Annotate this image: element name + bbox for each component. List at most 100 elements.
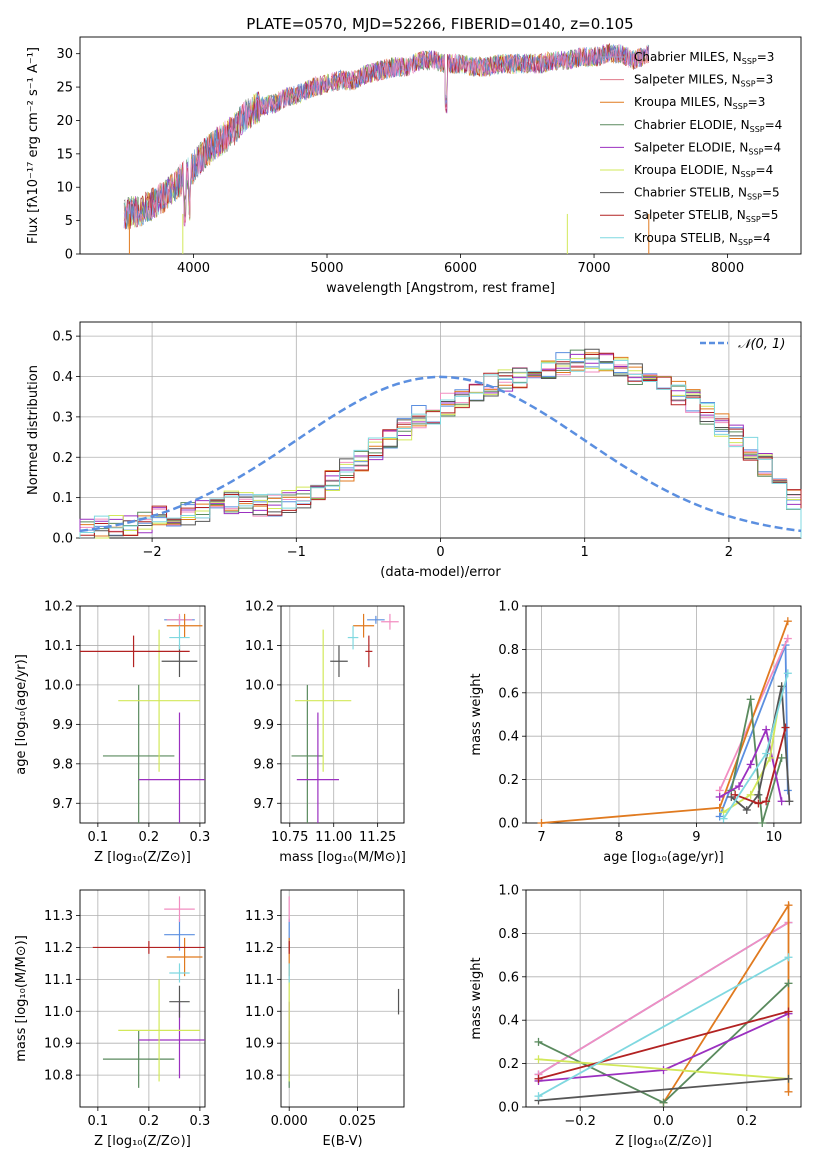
y-tick-label: 0.3	[52, 410, 73, 425]
figure-title: PLATE=0570, MJD=52266, FIBERID=0140, z=0…	[246, 15, 633, 33]
legend-subscript: SSP	[748, 147, 763, 156]
x-tick-label: 8	[615, 830, 623, 845]
y-tick-label: 9.8	[52, 757, 73, 772]
x-axis-label: (data-model)/error	[380, 565, 501, 580]
y-tick-label: 20	[56, 114, 73, 129]
x-axis-label: age [log₁₀(age/yr)]	[603, 850, 724, 865]
x-tick-label: 0.000	[271, 1114, 308, 1129]
x-tick-label: 11.00	[315, 830, 352, 845]
y-tick-label: 1.0	[498, 600, 519, 615]
weight-line	[730, 699, 783, 824]
y-tick-label: 0.5	[52, 330, 73, 345]
y-tick-label: 0.2	[498, 773, 519, 788]
x-tick-label: 11.25	[359, 830, 396, 845]
legend-entry: Salpeter MILES, NSSP=3	[634, 73, 773, 89]
y-tick-label: 0.0	[498, 1101, 519, 1116]
y-tick-label: 0.1	[52, 491, 73, 506]
y-tick-label: 9.9	[253, 718, 274, 733]
legend-tail: =3	[748, 95, 766, 109]
axes-frame	[79, 889, 206, 1108]
y-tick-label: 5	[65, 214, 73, 229]
legend-entry: Salpeter STELIB, NSSP=5	[634, 208, 778, 224]
y-tick-label: 11.1	[245, 973, 274, 988]
spectrum-line	[123, 43, 650, 228]
x-tick-label: 2	[725, 545, 733, 560]
legend-tail: =3	[757, 50, 775, 64]
age-vs-mass-chart: 10.75 11.00 11.25 9.7 9.8 9.9 10.0 10.1 10.2 mass…	[245, 600, 406, 866]
weight-line	[538, 956, 789, 1097]
legend-tail: =5	[762, 186, 780, 200]
x-axis-label: mass [log₁₀(M/M⊙)]	[279, 850, 406, 865]
y-tick-label: 0.0	[52, 532, 73, 547]
x-tick-label: 9	[692, 830, 700, 845]
x-tick-label: 7	[537, 830, 545, 845]
x-tick-label: 7000	[577, 261, 610, 276]
x-tick-label: 0.2	[736, 1114, 757, 1129]
x-tick-label: 0.3	[190, 830, 211, 845]
x-tick-label: 0.3	[190, 1114, 211, 1129]
weight-line	[538, 1058, 789, 1080]
legend-entry: Kroupa STELIB, NSSP=4	[634, 231, 771, 247]
legend-entry: Kroupa ELODIE, NSSP=4	[634, 163, 773, 179]
x-axis-label: E(B-V)	[322, 1134, 362, 1149]
y-tick-label: 9.9	[52, 718, 73, 733]
legend-subscript: SSP	[750, 125, 765, 134]
weight-line	[723, 686, 783, 813]
y-tick-label: 0.8	[498, 927, 519, 942]
y-tick-label: 0.6	[498, 686, 519, 701]
y-tick-label: 0.2	[498, 1057, 519, 1072]
legend-entry: Chabrier STELIB, NSSP=5	[634, 186, 780, 202]
residual-histogram-chart: −2 −1 0 1 2 0.0 0.1 0.2 0.3 0.4 0.5 (data-model)/er…	[26, 321, 802, 580]
y-tick-label: 0.4	[498, 730, 519, 745]
weight-vs-age-chart: 7 8 9 10 0.0 0.2 0.4 0.6 0.8 1.0 age [log₁₀(age/yr…	[469, 600, 802, 865]
x-tick-label: 0.0	[653, 1114, 674, 1129]
weight-line	[734, 727, 787, 805]
x-tick-label: 0.1	[88, 1114, 109, 1129]
weight-line	[538, 921, 789, 1076]
axes-frame	[79, 36, 802, 255]
y-tick-label: 9.8	[253, 757, 274, 772]
legend-entry: Chabrier MILES, NSSP=3	[634, 50, 774, 66]
legend-tail: =3	[756, 73, 774, 87]
weight-line	[538, 1077, 789, 1102]
y-tick-label: 0.8	[498, 643, 519, 658]
x-tick-label: 8000	[711, 261, 744, 276]
legend-tail: =4	[765, 118, 783, 132]
x-axis-label: Z [log₁₀(Z/Z⊙)]	[94, 850, 191, 865]
x-axis-label: Z [log₁₀(Z/Z⊙)]	[615, 1134, 712, 1149]
spectrum-line	[123, 43, 650, 229]
y-tick-label: 10.2	[44, 600, 73, 615]
x-tick-label: 10.75	[271, 830, 308, 845]
axes-frame	[280, 889, 405, 1108]
x-tick-label: −1	[287, 545, 306, 560]
y-tick-label: 10	[56, 181, 73, 196]
y-tick-label: 11.0	[245, 1005, 274, 1020]
legend-subscript: SSP	[742, 57, 757, 66]
y-tick-label: 10.8	[44, 1069, 73, 1084]
legend-tail: =4	[756, 163, 774, 177]
y-axis-label: Flux [fλ10⁻¹⁷ erg cm⁻² s⁻¹ A⁻¹]	[26, 47, 41, 244]
legend-tail: =5	[761, 208, 779, 222]
gaussian-curve	[79, 375, 802, 533]
legend-subscript: SSP	[747, 193, 762, 202]
axes-frame	[79, 605, 206, 824]
y-tick-label: 0.4	[498, 1014, 519, 1029]
y-tick-label: 9.7	[253, 797, 274, 812]
x-tick-label: 0.2	[139, 1114, 160, 1129]
x-axis-label: wavelength [Angstrom, rest frame]	[326, 281, 555, 296]
x-tick-label: 4000	[177, 261, 210, 276]
spectrum-chart: 4000 5000 6000 7000 8000 0 5 10 15 20 25 30 waveleng…	[26, 36, 802, 296]
y-tick-label: 10.9	[44, 1037, 73, 1052]
y-tick-label: 0.0	[498, 817, 519, 832]
x-tick-label: −2	[143, 545, 162, 560]
age-vs-metallicity-chart: 0.1 0.2 0.3 9.7 9.8 9.9 10.0 10.1 10.2 Z [log₁₀(Z…	[14, 600, 210, 866]
y-axis-label: age [log₁₀(age/yr)]	[14, 654, 29, 775]
y-tick-label: 0.4	[52, 370, 73, 385]
axes-frame	[79, 321, 802, 539]
legend-subscript: SSP	[741, 170, 756, 179]
x-tick-label: 10	[766, 830, 783, 845]
y-tick-label: 9.7	[52, 797, 73, 812]
y-tick-label: 11.0	[44, 1005, 73, 1020]
legend-entry: 𝒩(0, 1)	[738, 337, 785, 352]
